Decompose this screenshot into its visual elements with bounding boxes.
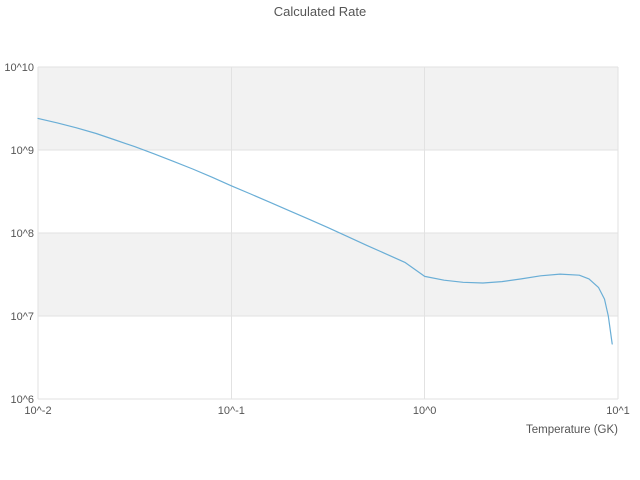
rate-curve [37, 117, 613, 345]
decade-band [38, 67, 618, 150]
chart-title: Calculated Rate [273, 4, 367, 19]
x-axis-title: Temperature (GK) [525, 424, 618, 436]
x-tick-label: 10^0 [413, 405, 437, 417]
x-tick-label: 10^-1 [218, 405, 245, 417]
x-tick-label: 10^1 [606, 405, 630, 417]
y-tick-label: 10^9 [10, 145, 34, 157]
y-tick-label: 10^7 [10, 311, 34, 323]
decade-band [38, 233, 618, 316]
y-tick-label: 10^10 [4, 62, 34, 74]
x-tick-label: 10^-2 [24, 405, 51, 417]
y-tick-label: 10^8 [10, 228, 34, 240]
y-tick-label: 10^6 [10, 394, 34, 406]
